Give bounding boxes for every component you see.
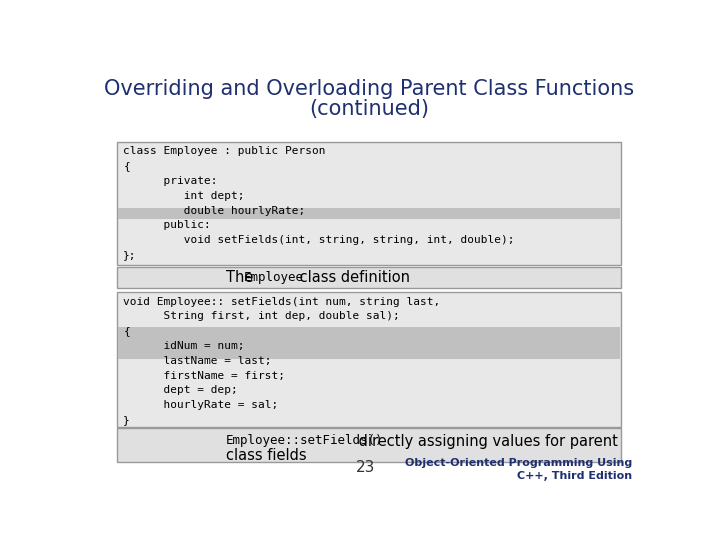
Text: directly assigning values for parent: directly assigning values for parent — [354, 434, 617, 449]
Text: (continued): (continued) — [309, 99, 429, 119]
Text: 23: 23 — [356, 460, 375, 475]
FancyBboxPatch shape — [118, 338, 620, 348]
Text: class Employee : public Person
{
      private:
         int dept;
         doub: class Employee : public Person { private… — [123, 146, 515, 260]
FancyBboxPatch shape — [117, 428, 621, 462]
FancyBboxPatch shape — [118, 327, 620, 338]
Text: Employee::setFields(): Employee::setFields() — [225, 434, 383, 448]
Text: Overriding and Overloading Parent Class Functions: Overriding and Overloading Parent Class … — [104, 79, 634, 99]
Text: class fields: class fields — [225, 448, 306, 463]
Text: Employee: Employee — [244, 271, 305, 284]
FancyBboxPatch shape — [118, 348, 620, 359]
FancyBboxPatch shape — [118, 208, 620, 219]
FancyBboxPatch shape — [117, 142, 621, 265]
Text: class definition: class definition — [294, 270, 410, 285]
Text: void Employee:: setFields(int num, string last,
      String first, int dep, dou: void Employee:: setFields(int num, strin… — [123, 296, 441, 425]
FancyBboxPatch shape — [117, 267, 621, 288]
Text: The: The — [225, 270, 258, 285]
Text: Object-Oriented Programming Using
C++, Third Edition: Object-Oriented Programming Using C++, T… — [405, 457, 632, 481]
FancyBboxPatch shape — [117, 292, 621, 427]
